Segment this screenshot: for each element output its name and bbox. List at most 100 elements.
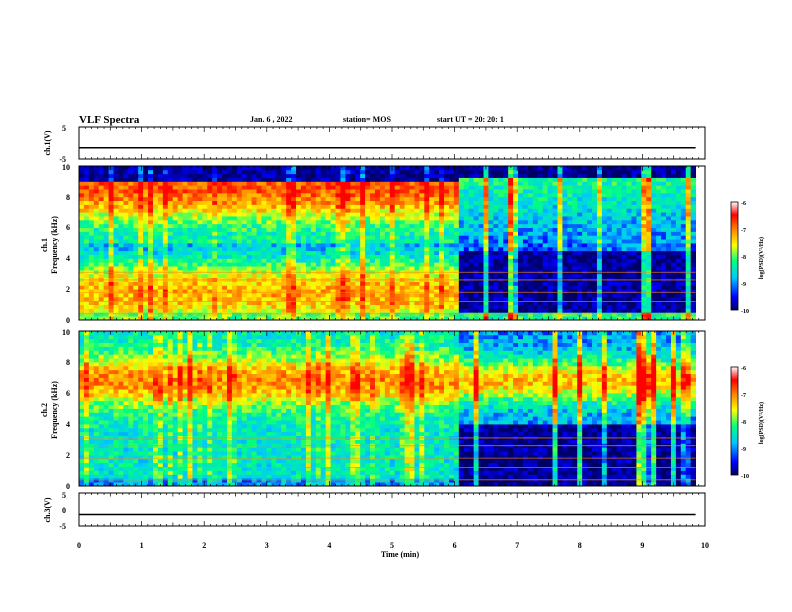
spectrogram-cell	[488, 227, 494, 232]
spectrogram-cell	[468, 250, 475, 255]
spectrogram-cell	[320, 250, 327, 255]
spectrogram-cell	[231, 316, 238, 321]
spectrogram-cell	[88, 212, 95, 217]
spectrogram-cell	[350, 300, 356, 305]
spectrogram-cell	[656, 192, 662, 198]
spectrogram-cell	[434, 250, 440, 255]
spectrogram-cell	[217, 204, 223, 209]
spectrogram-cell	[434, 231, 440, 236]
spectrogram-cell	[330, 169, 336, 175]
spectrogram-cell	[606, 204, 613, 209]
spectrogram-cell	[192, 235, 198, 240]
spectrogram-cell	[177, 246, 183, 252]
spectrogram-cell	[83, 204, 90, 209]
spectrogram-cell	[429, 300, 435, 305]
spectrogram-cell	[335, 231, 341, 236]
spectrogram-cell	[606, 177, 613, 182]
spectrogram-cell	[468, 219, 475, 225]
spectrogram-cell	[212, 300, 218, 305]
spectrogram-cell	[236, 289, 243, 294]
spectrogram-cell	[409, 296, 415, 302]
spectrogram-cell	[340, 204, 346, 209]
spectrogram-cell	[537, 254, 544, 259]
spectrogram-cell	[503, 273, 509, 279]
spectrogram-cell	[93, 177, 100, 182]
spectrogram-cell	[315, 308, 322, 313]
spectrogram-cell	[162, 281, 169, 286]
spectrogram-cell	[182, 281, 188, 286]
spectrogram-cell	[138, 185, 144, 190]
spectrogram-cell	[152, 189, 159, 194]
spectrogram-cell	[651, 304, 657, 309]
spectrogram-cell	[256, 258, 262, 263]
spectrogram-cell	[123, 300, 129, 305]
spectrogram-cell	[103, 227, 109, 232]
spectrogram-cell	[582, 285, 588, 290]
spectrogram-cell	[286, 192, 292, 198]
spectrogram-cell	[128, 204, 134, 209]
spectrogram-cell	[592, 281, 598, 286]
spectrogram-cell	[414, 250, 420, 255]
spectrogram-cell	[508, 296, 514, 302]
spectrogram-cell	[626, 285, 632, 290]
spectrogram-cell	[606, 289, 613, 294]
spectrogram-cell	[212, 219, 218, 225]
spectrogram-cell	[138, 231, 144, 236]
spectrogram-cell	[547, 177, 553, 182]
spectrogram-cell	[444, 246, 450, 252]
spectrogram-cell	[429, 173, 435, 178]
spectrogram-cell	[557, 243, 563, 248]
spectrogram-cell	[508, 304, 514, 309]
spectrogram-cell	[202, 196, 208, 202]
spectrogram-cell	[596, 212, 603, 217]
spectrogram-cell	[118, 185, 124, 190]
spectrogram-cell	[157, 296, 164, 302]
spectrogram-cell	[601, 216, 608, 221]
spectrogram-cell	[518, 192, 524, 198]
spectrogram-cell	[202, 300, 208, 305]
spectrogram-cell	[222, 250, 228, 255]
spectrogram-cell	[360, 166, 366, 171]
spectrogram-cell	[113, 308, 119, 313]
spectrogram-cell	[532, 262, 539, 267]
spectrogram-cell	[384, 262, 391, 267]
spectrogram-cell	[133, 293, 139, 298]
spectrogram-cell	[547, 185, 553, 190]
spectrogram-cell	[666, 235, 672, 240]
spectrogram-cell	[113, 258, 119, 263]
spectrogram-cell	[335, 166, 341, 171]
spectrogram-cell	[152, 173, 159, 178]
spectrogram-cell	[661, 166, 667, 171]
spectrogram-cell	[434, 316, 440, 321]
spectrogram-cell	[118, 177, 124, 182]
spectrogram-cell	[291, 181, 297, 186]
spectrogram-cell	[241, 235, 248, 240]
spectrogram-cell	[557, 293, 563, 298]
spectrogram-cell	[439, 312, 445, 317]
spectrogram-cell	[162, 189, 169, 194]
spectrogram-cell	[217, 231, 223, 236]
spectrogram-cell	[409, 300, 415, 305]
spectrogram-cell	[143, 285, 149, 290]
spectrogram-cell	[488, 219, 494, 225]
spectrogram-cell	[601, 285, 608, 290]
spectrogram-cell	[241, 216, 248, 221]
spectrogram-cell	[572, 296, 578, 302]
spectrogram-cell	[236, 216, 243, 221]
spectrogram-cell	[522, 173, 529, 178]
spectrogram-cell	[350, 166, 356, 171]
spectrogram-cell	[133, 312, 139, 317]
spectrogram-cell	[532, 235, 539, 240]
spectrogram-cell	[483, 254, 489, 259]
spectrogram-cell	[217, 196, 223, 202]
spectrogram-cell	[148, 273, 154, 279]
spectrogram-cell	[167, 262, 174, 267]
spectrogram-cell	[276, 200, 282, 205]
spectrogram-cell	[330, 173, 336, 178]
spectrogram-cell	[513, 204, 519, 209]
spectrogram-cell	[414, 258, 420, 263]
spectrogram-cell	[162, 196, 169, 202]
spectrogram-cell	[305, 312, 312, 317]
spectrogram-cell	[577, 304, 583, 309]
spectrogram-cell	[547, 204, 553, 209]
